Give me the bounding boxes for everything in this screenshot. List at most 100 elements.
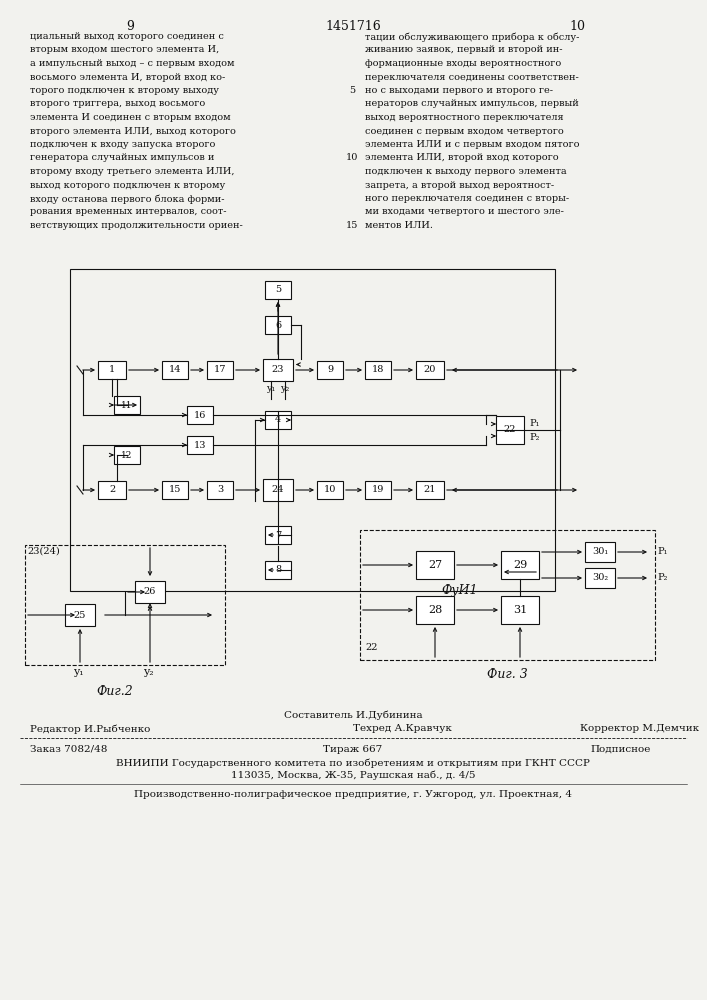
Bar bbox=[416, 596, 454, 624]
Text: ветствующих продолжительности ориен-: ветствующих продолжительности ориен- bbox=[30, 221, 243, 230]
Text: 28: 28 bbox=[428, 605, 442, 615]
Text: 10: 10 bbox=[346, 153, 358, 162]
Text: Техред А.Кравчук: Техред А.Кравчук bbox=[353, 724, 452, 733]
Text: формационные входы вероятностного: формационные входы вероятностного bbox=[365, 59, 561, 68]
Text: второму входу третьего элемента ИЛИ,: второму входу третьего элемента ИЛИ, bbox=[30, 167, 235, 176]
Text: циальный выход которого соединен с: циальный выход которого соединен с bbox=[30, 32, 224, 41]
Bar bbox=[162, 481, 188, 499]
Text: 17: 17 bbox=[214, 365, 226, 374]
Text: тации обслуживающего прибора к обслу-: тации обслуживающего прибора к обслу- bbox=[365, 32, 579, 41]
Text: входу останова первого блока форми-: входу останова первого блока форми- bbox=[30, 194, 225, 204]
Text: 10: 10 bbox=[569, 20, 585, 33]
Bar bbox=[265, 316, 291, 334]
Text: y₂: y₂ bbox=[143, 667, 153, 677]
Text: P₁: P₁ bbox=[529, 418, 539, 428]
Text: 113035, Москва, Ж-35, Раушская наб., д. 4/5: 113035, Москва, Ж-35, Раушская наб., д. … bbox=[230, 770, 475, 780]
Text: y₁: y₁ bbox=[267, 384, 276, 393]
Text: 9: 9 bbox=[126, 20, 134, 33]
Bar bbox=[265, 281, 291, 299]
Bar bbox=[416, 551, 454, 579]
Text: 25: 25 bbox=[74, 610, 86, 619]
Bar bbox=[207, 481, 233, 499]
Text: 23: 23 bbox=[271, 365, 284, 374]
Text: Заказ 7082/48: Заказ 7082/48 bbox=[30, 745, 107, 754]
Text: 3: 3 bbox=[217, 486, 223, 494]
Bar bbox=[187, 436, 213, 454]
Text: 11: 11 bbox=[121, 400, 133, 410]
Text: элемента ИЛИ, второй вход которого: элемента ИЛИ, второй вход которого bbox=[365, 153, 559, 162]
Text: выход вероятностного переключателя: выход вероятностного переключателя bbox=[365, 113, 563, 122]
Bar bbox=[585, 542, 615, 562]
Text: 18: 18 bbox=[372, 365, 384, 374]
Text: ментов ИЛИ.: ментов ИЛИ. bbox=[365, 221, 433, 230]
Bar bbox=[360, 530, 655, 660]
Text: P₁: P₁ bbox=[657, 548, 667, 556]
Bar bbox=[317, 361, 343, 379]
Bar bbox=[263, 479, 293, 501]
Text: генератора случайных импульсов и: генератора случайных импульсов и bbox=[30, 153, 214, 162]
Bar bbox=[114, 446, 140, 464]
Bar bbox=[365, 361, 391, 379]
Text: 24: 24 bbox=[271, 486, 284, 494]
Text: элемента И соединен с вторым входом: элемента И соединен с вторым входом bbox=[30, 113, 230, 122]
Text: 1: 1 bbox=[109, 365, 115, 374]
Bar bbox=[135, 581, 165, 603]
Text: P₂: P₂ bbox=[657, 574, 667, 582]
Bar bbox=[187, 406, 213, 424]
Text: переключателя соединены соответствен-: переключателя соединены соответствен- bbox=[365, 73, 579, 82]
Text: y₂: y₂ bbox=[281, 384, 290, 393]
Text: живанию заявок, первый и второй ин-: живанию заявок, первый и второй ин- bbox=[365, 45, 563, 54]
Text: 10: 10 bbox=[324, 486, 337, 494]
Text: ВНИИПИ Государственного комитета по изобретениям и открытиям при ГКНТ СССР: ВНИИПИ Государственного комитета по изоб… bbox=[116, 758, 590, 768]
Bar bbox=[317, 481, 343, 499]
Text: выход которого подключен к второму: выход которого подключен к второму bbox=[30, 180, 226, 190]
Text: элемента ИЛИ и с первым входом пятого: элемента ИЛИ и с первым входом пятого bbox=[365, 140, 580, 149]
Text: торого подключен к второму выходу: торого подключен к второму выходу bbox=[30, 86, 219, 95]
Text: 14: 14 bbox=[169, 365, 181, 374]
Text: 27: 27 bbox=[428, 560, 442, 570]
Bar bbox=[501, 596, 539, 624]
Text: второго элемента ИЛИ, выход которого: второго элемента ИЛИ, выход которого bbox=[30, 126, 236, 135]
Text: 8: 8 bbox=[275, 566, 281, 574]
Bar bbox=[98, 481, 126, 499]
Text: 31: 31 bbox=[513, 605, 527, 615]
Bar bbox=[65, 604, 95, 626]
Text: Корректор М.Демчик: Корректор М.Демчик bbox=[580, 724, 699, 733]
Text: 20: 20 bbox=[423, 365, 436, 374]
Bar bbox=[265, 526, 291, 544]
Bar bbox=[496, 416, 524, 444]
Text: 5: 5 bbox=[275, 286, 281, 294]
Text: ФуИ1: ФуИ1 bbox=[442, 584, 478, 597]
Text: 26: 26 bbox=[144, 587, 156, 596]
Text: Подписное: Подписное bbox=[590, 745, 650, 754]
Text: 19: 19 bbox=[372, 486, 384, 494]
Text: 15: 15 bbox=[169, 486, 181, 494]
Text: 5: 5 bbox=[349, 86, 355, 95]
Text: нераторов случайных импульсов, первый: нераторов случайных импульсов, первый bbox=[365, 100, 579, 108]
Text: 23(24): 23(24) bbox=[27, 547, 60, 556]
Text: 13: 13 bbox=[194, 440, 206, 450]
Bar bbox=[162, 361, 188, 379]
Text: 22: 22 bbox=[504, 426, 516, 434]
Bar bbox=[114, 396, 140, 414]
Text: P₂: P₂ bbox=[529, 432, 539, 442]
Text: 22: 22 bbox=[365, 643, 378, 652]
Bar bbox=[265, 411, 291, 429]
Bar bbox=[70, 269, 555, 591]
Text: 6: 6 bbox=[275, 320, 281, 330]
Text: y₁: y₁ bbox=[73, 667, 83, 677]
Text: 1451716: 1451716 bbox=[325, 20, 381, 33]
Text: 30₂: 30₂ bbox=[592, 574, 608, 582]
Text: 12: 12 bbox=[122, 450, 133, 460]
Text: запрета, а второй выход вероятност-: запрета, а второй выход вероятност- bbox=[365, 180, 554, 190]
Text: соединен с первым входом четвертого: соединен с первым входом четвертого bbox=[365, 126, 563, 135]
Bar bbox=[207, 361, 233, 379]
Text: второго триггера, выход восьмого: второго триггера, выход восьмого bbox=[30, 100, 205, 108]
Text: Фиг.2: Фиг.2 bbox=[97, 685, 134, 698]
Text: 21: 21 bbox=[423, 486, 436, 494]
Text: а импульсный выход – с первым входом: а импульсный выход – с первым входом bbox=[30, 59, 235, 68]
Bar bbox=[263, 359, 293, 381]
Text: 2: 2 bbox=[109, 486, 115, 494]
Bar bbox=[98, 361, 126, 379]
Text: ного переключателя соединен с вторы-: ного переключателя соединен с вторы- bbox=[365, 194, 569, 203]
